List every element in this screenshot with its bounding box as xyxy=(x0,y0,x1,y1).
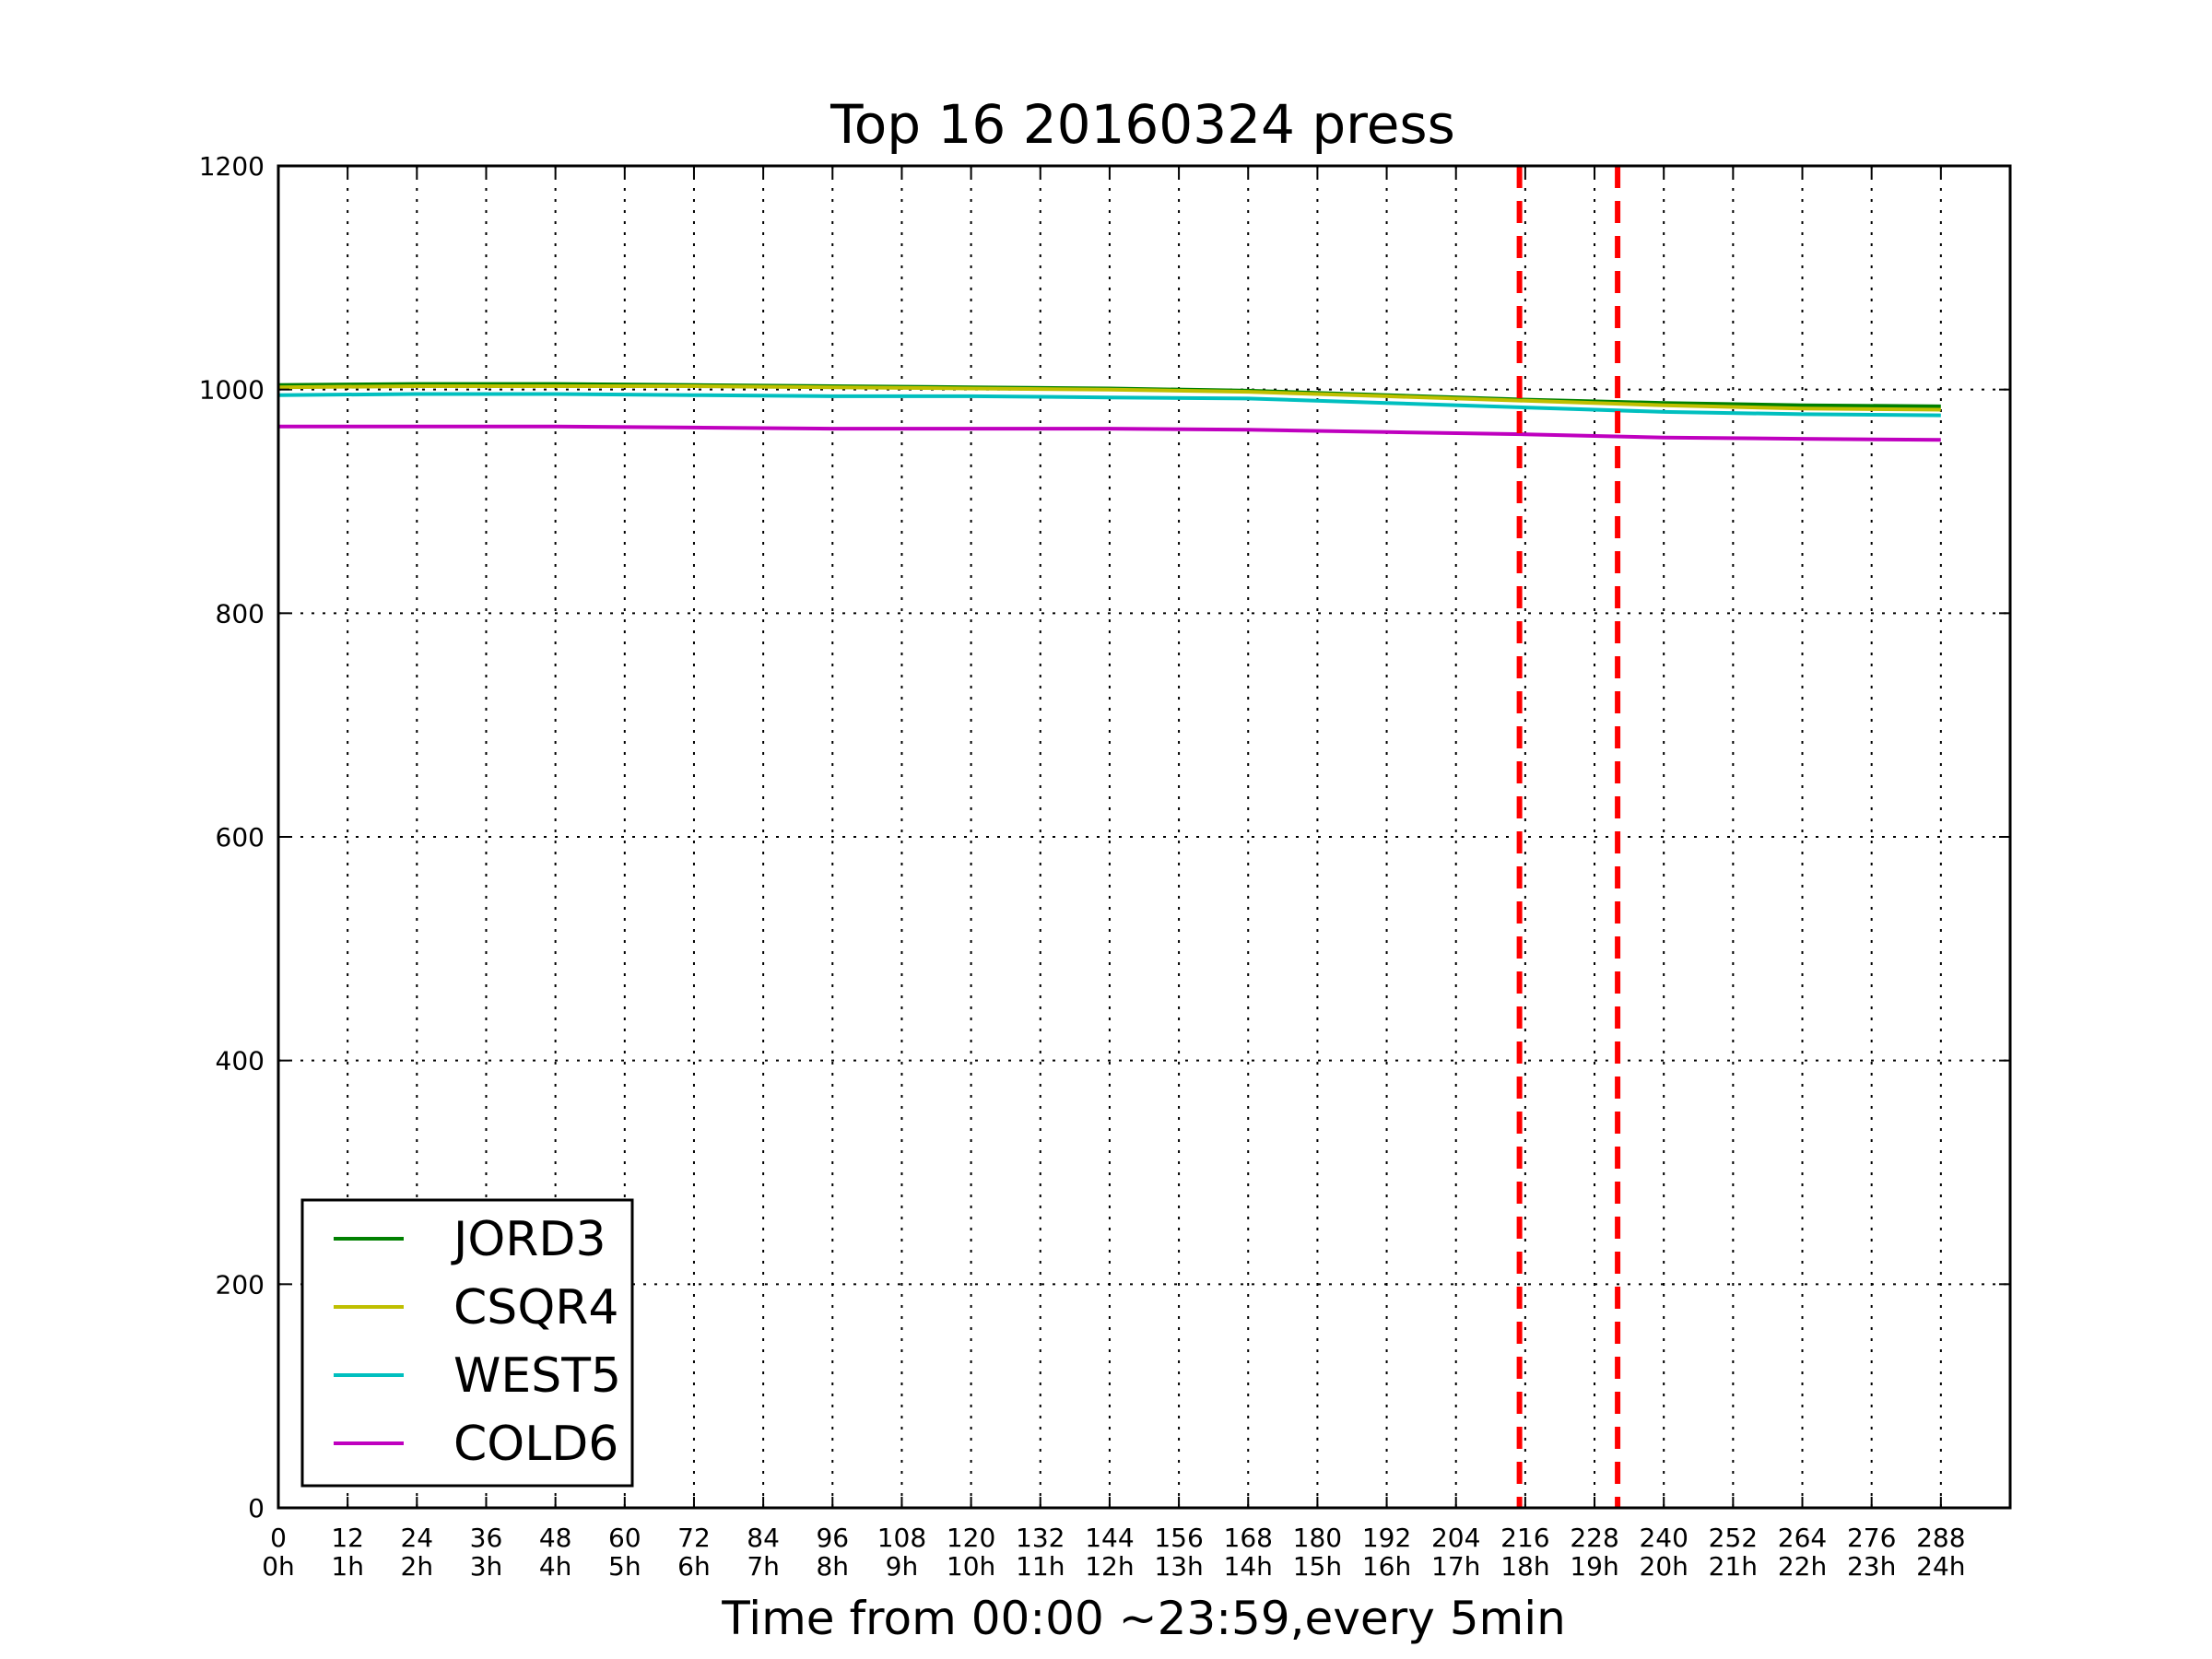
x-tick-label: 228 xyxy=(1570,1523,1618,1553)
legend-box xyxy=(300,1198,634,1488)
y-tick-label: 800 xyxy=(216,598,265,629)
x-tick-sublabel: 15h xyxy=(1293,1551,1342,1582)
chart-title: Top 16 20160324 press xyxy=(830,93,1455,156)
x-tick-label: 276 xyxy=(1847,1523,1896,1553)
x-tick-label: 36 xyxy=(470,1523,503,1553)
series-line-west5 xyxy=(277,392,1941,418)
x-tick-sublabel: 18h xyxy=(1500,1551,1549,1582)
x-tick-label: 96 xyxy=(816,1523,849,1553)
x-tick-sublabel: 23h xyxy=(1847,1551,1896,1582)
x-tick-sublabel: 16h xyxy=(1362,1551,1411,1582)
x-tick-label: 240 xyxy=(1639,1523,1688,1553)
y-tick-label: 600 xyxy=(216,822,265,853)
x-tick-sublabel: 22h xyxy=(1778,1551,1827,1582)
x-tick-label: 24 xyxy=(400,1523,433,1553)
x-tick-sublabel: 7h xyxy=(747,1551,780,1582)
x-tick-label: 72 xyxy=(677,1523,711,1553)
x-tick-sublabel: 0h xyxy=(262,1551,295,1582)
x-axis-label: Time from 00:00 ~23:59,every 5min xyxy=(721,1592,1566,1645)
x-tick-sublabel: 20h xyxy=(1640,1551,1688,1582)
series-line-cold6 xyxy=(278,424,1941,442)
x-tick-sublabel: 14h xyxy=(1224,1551,1273,1582)
x-tick-label: 48 xyxy=(539,1523,572,1553)
x-tick-sublabel: 19h xyxy=(1570,1551,1618,1582)
legend: JORD3 CSQR4 WEST5 COLD6 xyxy=(300,1198,634,1488)
x-tick-label: 12 xyxy=(331,1523,364,1553)
x-tick-label: 0 xyxy=(270,1523,287,1553)
x-tick-sublabel: 11h xyxy=(1016,1551,1065,1582)
x-tick-sublabel: 5h xyxy=(608,1551,641,1582)
y-tick-label: 1000 xyxy=(199,375,265,406)
x-tick-label: 204 xyxy=(1431,1523,1480,1553)
x-tick-label: 144 xyxy=(1085,1523,1134,1553)
x-tick-sublabel: 10h xyxy=(947,1551,995,1582)
x-tick-label: 288 xyxy=(1916,1523,1965,1553)
legend-label: WEST5 xyxy=(453,1348,621,1404)
x-tick-sublabel: 1h xyxy=(331,1551,364,1582)
series-line-csqr4 xyxy=(277,384,1941,412)
y-tick-label: 400 xyxy=(216,1046,265,1077)
y-tick-label: 200 xyxy=(216,1269,265,1300)
legend-label: COLD6 xyxy=(453,1417,618,1472)
x-tick-sublabel: 17h xyxy=(1431,1551,1480,1582)
x-tick-sublabel: 4h xyxy=(539,1551,572,1582)
x-tick-label: 84 xyxy=(747,1523,780,1553)
grid xyxy=(278,166,2010,1508)
x-tick-label: 180 xyxy=(1293,1523,1342,1553)
legend-label: JORD3 xyxy=(451,1212,606,1267)
x-tick-sublabel: 24h xyxy=(1916,1551,1965,1582)
x-tick-label: 132 xyxy=(1016,1523,1065,1553)
x-tick-sublabel: 2h xyxy=(401,1551,434,1582)
marker-lines xyxy=(1516,166,1621,1508)
x-tick-label: 60 xyxy=(608,1523,641,1553)
x-tick-sublabel: 13h xyxy=(1154,1551,1203,1582)
x-tick-label: 108 xyxy=(877,1523,926,1553)
x-tick-sublabel: 21h xyxy=(1709,1551,1758,1582)
legend-label: CSQR4 xyxy=(453,1280,618,1335)
x-tick-sublabel: 8h xyxy=(816,1551,849,1582)
axis-ticks: 00h121h242h363h484h605h726h847h968h1089h… xyxy=(199,151,2010,1582)
x-tick-label: 168 xyxy=(1224,1523,1273,1553)
y-tick-label: 0 xyxy=(248,1493,265,1524)
x-tick-sublabel: 12h xyxy=(1085,1551,1134,1582)
x-tick-label: 264 xyxy=(1778,1523,1827,1553)
x-tick-sublabel: 3h xyxy=(470,1551,503,1582)
x-tick-label: 156 xyxy=(1154,1523,1203,1553)
x-tick-label: 192 xyxy=(1362,1523,1411,1553)
x-tick-label: 216 xyxy=(1500,1523,1549,1553)
y-tick-label: 1200 xyxy=(199,151,265,182)
x-tick-sublabel: 9h xyxy=(886,1551,919,1582)
series-lines xyxy=(277,382,1941,442)
x-tick-sublabel: 6h xyxy=(677,1551,711,1582)
x-tick-label: 252 xyxy=(1709,1523,1758,1553)
x-tick-label: 120 xyxy=(947,1523,995,1553)
